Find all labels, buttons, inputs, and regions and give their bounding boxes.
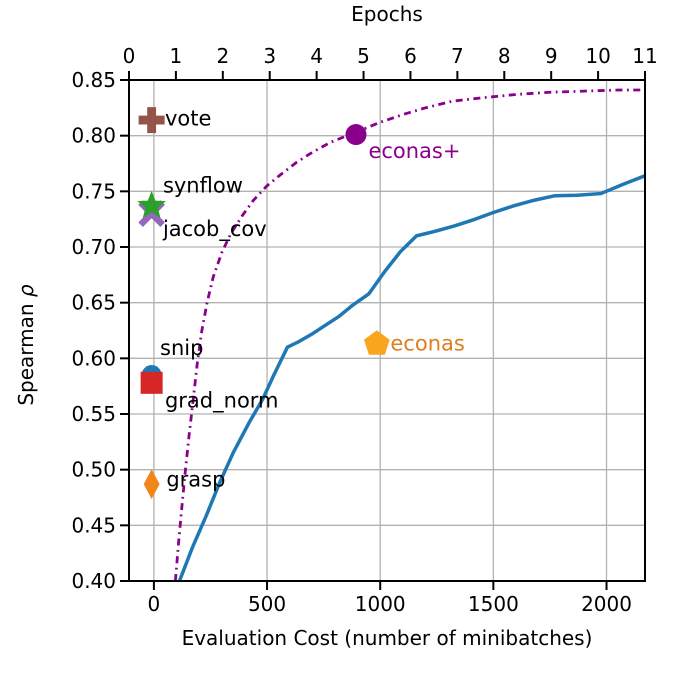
label-vote: vote bbox=[165, 107, 211, 131]
y-tick-label: 0.80 bbox=[71, 124, 116, 148]
y-tick-label: 0.65 bbox=[71, 291, 116, 315]
label-econas: econas bbox=[390, 332, 464, 356]
y-tick-label: 0.85 bbox=[71, 68, 116, 92]
top-tick-label: 8 bbox=[498, 44, 511, 68]
label-grad-norm: grad_norm bbox=[165, 388, 279, 413]
top-tick-label: 2 bbox=[216, 44, 229, 68]
x-tick-label: 2000 bbox=[581, 592, 632, 616]
x-tick-label: 1000 bbox=[355, 592, 406, 616]
marker-grasp bbox=[143, 469, 160, 500]
y-tick-label: 0.45 bbox=[71, 513, 116, 537]
top-tick-label: 10 bbox=[585, 44, 610, 68]
top-tick-label: 0 bbox=[123, 44, 136, 68]
marker-econas bbox=[364, 330, 390, 355]
plot-border bbox=[128, 79, 646, 582]
marker-vote bbox=[138, 107, 165, 134]
top-axis-title: Epochs bbox=[351, 2, 423, 26]
y-tick-label: 0.50 bbox=[71, 458, 116, 482]
x-tick-label: 500 bbox=[248, 592, 286, 616]
y-tick-label: 0.40 bbox=[71, 569, 116, 593]
y-tick-label: 0.70 bbox=[71, 235, 116, 259]
label-snip: snip bbox=[160, 336, 203, 360]
label-grasp: grasp bbox=[166, 467, 225, 491]
x-tick-label: 0 bbox=[148, 592, 161, 616]
top-tick-label: 1 bbox=[170, 44, 183, 68]
x-axis-title: Evaluation Cost (number of minibatches) bbox=[181, 626, 593, 650]
top-tick-label: 4 bbox=[310, 44, 323, 68]
curve-purple_dashdot_curve bbox=[173, 88, 645, 581]
top-tick-label: 9 bbox=[545, 44, 558, 68]
top-tick-label: 5 bbox=[357, 44, 370, 68]
marker-grad_norm bbox=[140, 371, 163, 394]
y-axis-title-text: Spearman bbox=[14, 297, 38, 406]
x-tick-label: 1500 bbox=[468, 592, 519, 616]
label-synflow: synflow bbox=[163, 173, 243, 197]
top-tick-label: 11 bbox=[632, 44, 657, 68]
y-axis-title: Spearman ρ bbox=[14, 245, 38, 445]
marker-synflow bbox=[137, 190, 166, 218]
top-tick-label: 7 bbox=[451, 44, 464, 68]
curve-blue_solid_curve bbox=[177, 174, 645, 581]
y-tick-label: 0.75 bbox=[71, 179, 116, 203]
y-tick-label: 0.55 bbox=[71, 402, 116, 426]
y-tick-label: 0.60 bbox=[71, 346, 116, 370]
marker-econas+ bbox=[345, 124, 367, 146]
label-econas-: econas+ bbox=[368, 139, 460, 163]
label-jacob-cov: jacob_cov bbox=[162, 217, 267, 242]
top-tick-label: 3 bbox=[263, 44, 276, 68]
rho-symbol: ρ bbox=[14, 284, 38, 298]
top-tick-label: 6 bbox=[404, 44, 417, 68]
